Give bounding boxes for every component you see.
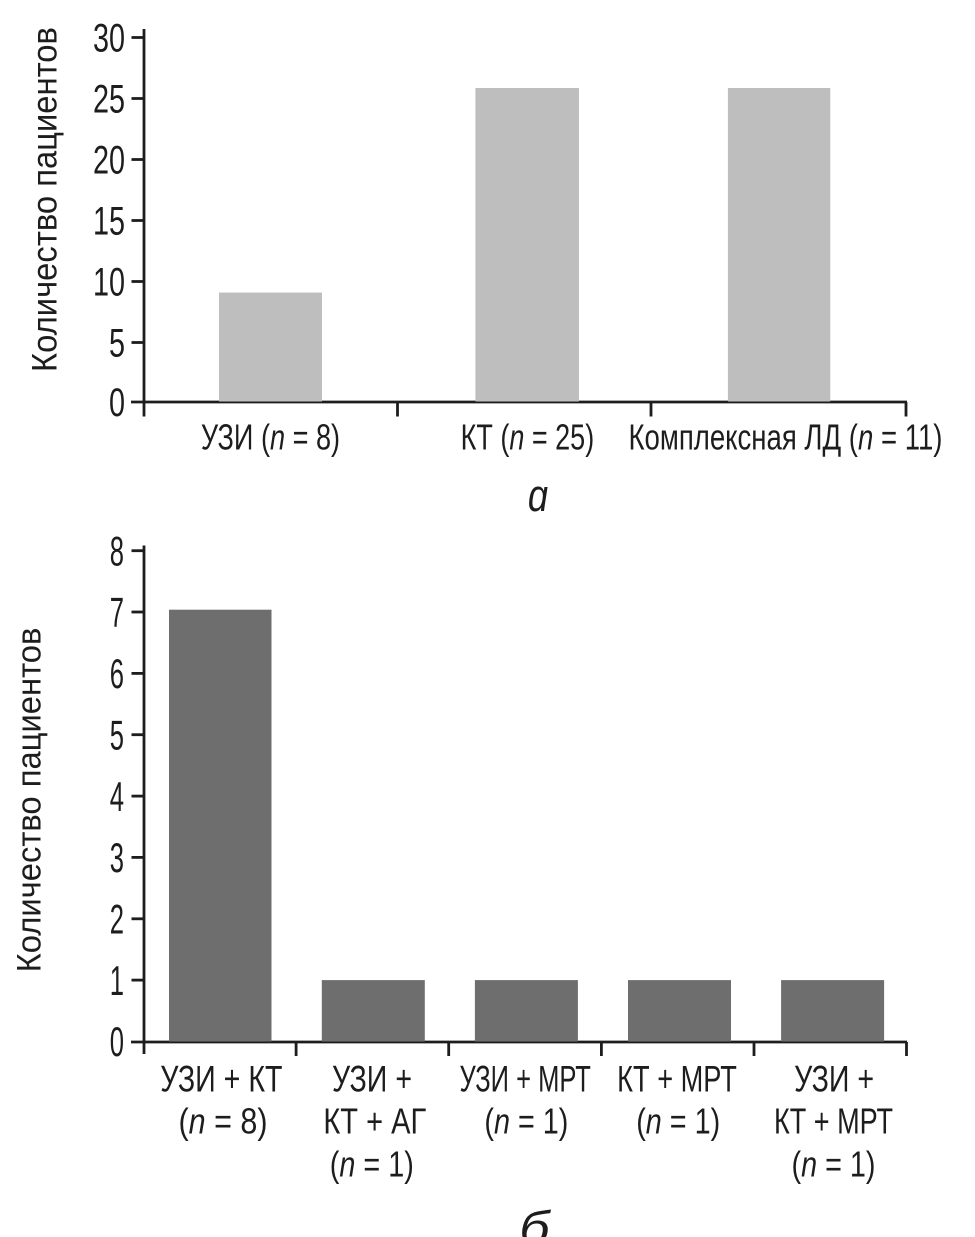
svg-text:Количество пациентов: Количество пациентов	[25, 27, 64, 372]
svg-text:Количество пациентов: Количество пациентов	[11, 628, 49, 973]
svg-text:КТ + МРТ: КТ + МРТ	[774, 1101, 893, 1142]
svg-text:УЗИ + КТ: УЗИ + КТ	[160, 1059, 282, 1100]
svg-text:6: 6	[110, 652, 124, 698]
svg-text:0: 0	[110, 1020, 124, 1066]
svg-text:б: б	[519, 1201, 551, 1237]
svg-text:КТ + АГ: КТ + АГ	[323, 1100, 426, 1141]
svg-text:8: 8	[110, 529, 124, 575]
svg-text:УЗИ (n = 8): УЗИ (n = 8)	[201, 417, 340, 458]
svg-text:КТ + МРТ: КТ + МРТ	[617, 1058, 737, 1099]
svg-text:25: 25	[93, 77, 125, 122]
svg-text:(n = 8): (n = 8)	[178, 1102, 267, 1142]
svg-text:(n = 1): (n = 1)	[791, 1143, 875, 1184]
svg-text:(n = 1): (n = 1)	[484, 1100, 568, 1141]
svg-text:5: 5	[109, 321, 125, 366]
svg-text:УЗИ + МРТ: УЗИ + МРТ	[460, 1058, 591, 1100]
svg-text:КТ (n = 25): КТ (n = 25)	[461, 417, 595, 458]
svg-text:УЗИ +: УЗИ +	[794, 1059, 874, 1100]
svg-text:10: 10	[93, 260, 125, 305]
svg-text:3: 3	[110, 836, 124, 882]
svg-text:2: 2	[110, 897, 124, 943]
svg-text:(n = 1): (n = 1)	[330, 1143, 414, 1184]
svg-text:Комплексная ЛД (n = 11): Комплексная ЛД (n = 11)	[629, 417, 943, 457]
svg-text:ɑ: ɑ	[528, 470, 548, 521]
svg-text:УЗИ +: УЗИ +	[332, 1059, 412, 1100]
svg-text:7: 7	[110, 590, 124, 636]
svg-text:0: 0	[109, 381, 125, 426]
svg-text:20: 20	[93, 138, 125, 183]
svg-text:15: 15	[93, 199, 125, 244]
svg-text:30: 30	[93, 16, 125, 61]
svg-text:(n = 1): (n = 1)	[636, 1100, 720, 1141]
svg-text:4: 4	[110, 775, 124, 821]
svg-text:1: 1	[110, 959, 124, 1005]
svg-text:5: 5	[110, 713, 124, 759]
